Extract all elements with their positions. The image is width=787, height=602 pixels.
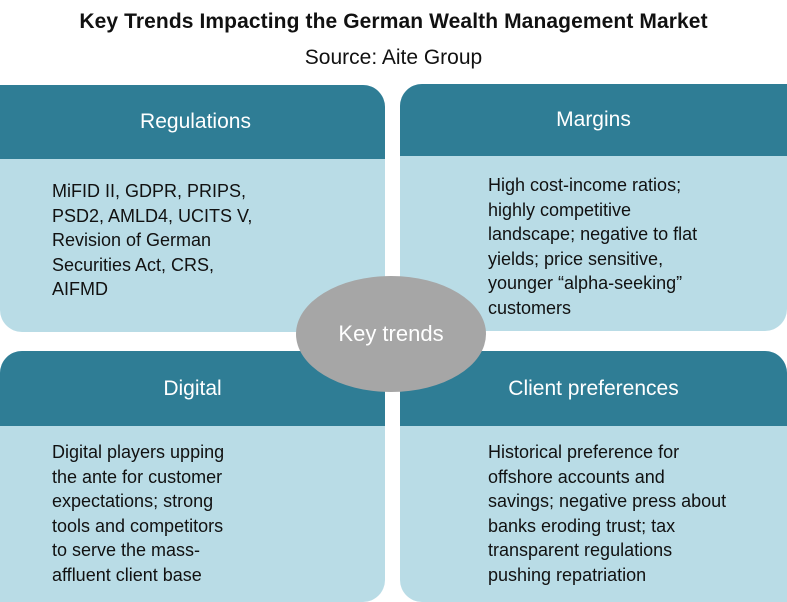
center-label: Key trends: [338, 321, 444, 346]
quadrant-regulations: Regulations MiFID II, GDPR, PRIPS, PSD2,…: [0, 85, 385, 332]
quadrant-text: High cost-income ratios; highly competit…: [488, 175, 698, 318]
quadrant-heading: Regulations: [0, 85, 385, 159]
quadrant-heading: Margins: [400, 84, 787, 156]
quadrant-text: Digital players upping the ante for cust…: [52, 442, 225, 585]
center-node: Key trends: [296, 276, 486, 392]
quadrant-text: Historical preference for offshore accou…: [488, 442, 727, 585]
quadrant-heading: Digital: [0, 351, 385, 426]
quadrant-client-preferences: Client preferences Historical preference…: [400, 351, 787, 602]
quadrant-text: MiFID II, GDPR, PRIPS, PSD2, AMLD4, UCIT…: [52, 181, 253, 299]
diagram-title: Key Trends Impacting the German Wealth M…: [79, 10, 708, 33]
quadrant-margins: Margins High cost-income ratios; highly …: [400, 84, 787, 331]
quadrant-digital: Digital Digital players upping the ante …: [0, 351, 385, 602]
diagram-subtitle: Source: Aite Group: [304, 46, 483, 69]
